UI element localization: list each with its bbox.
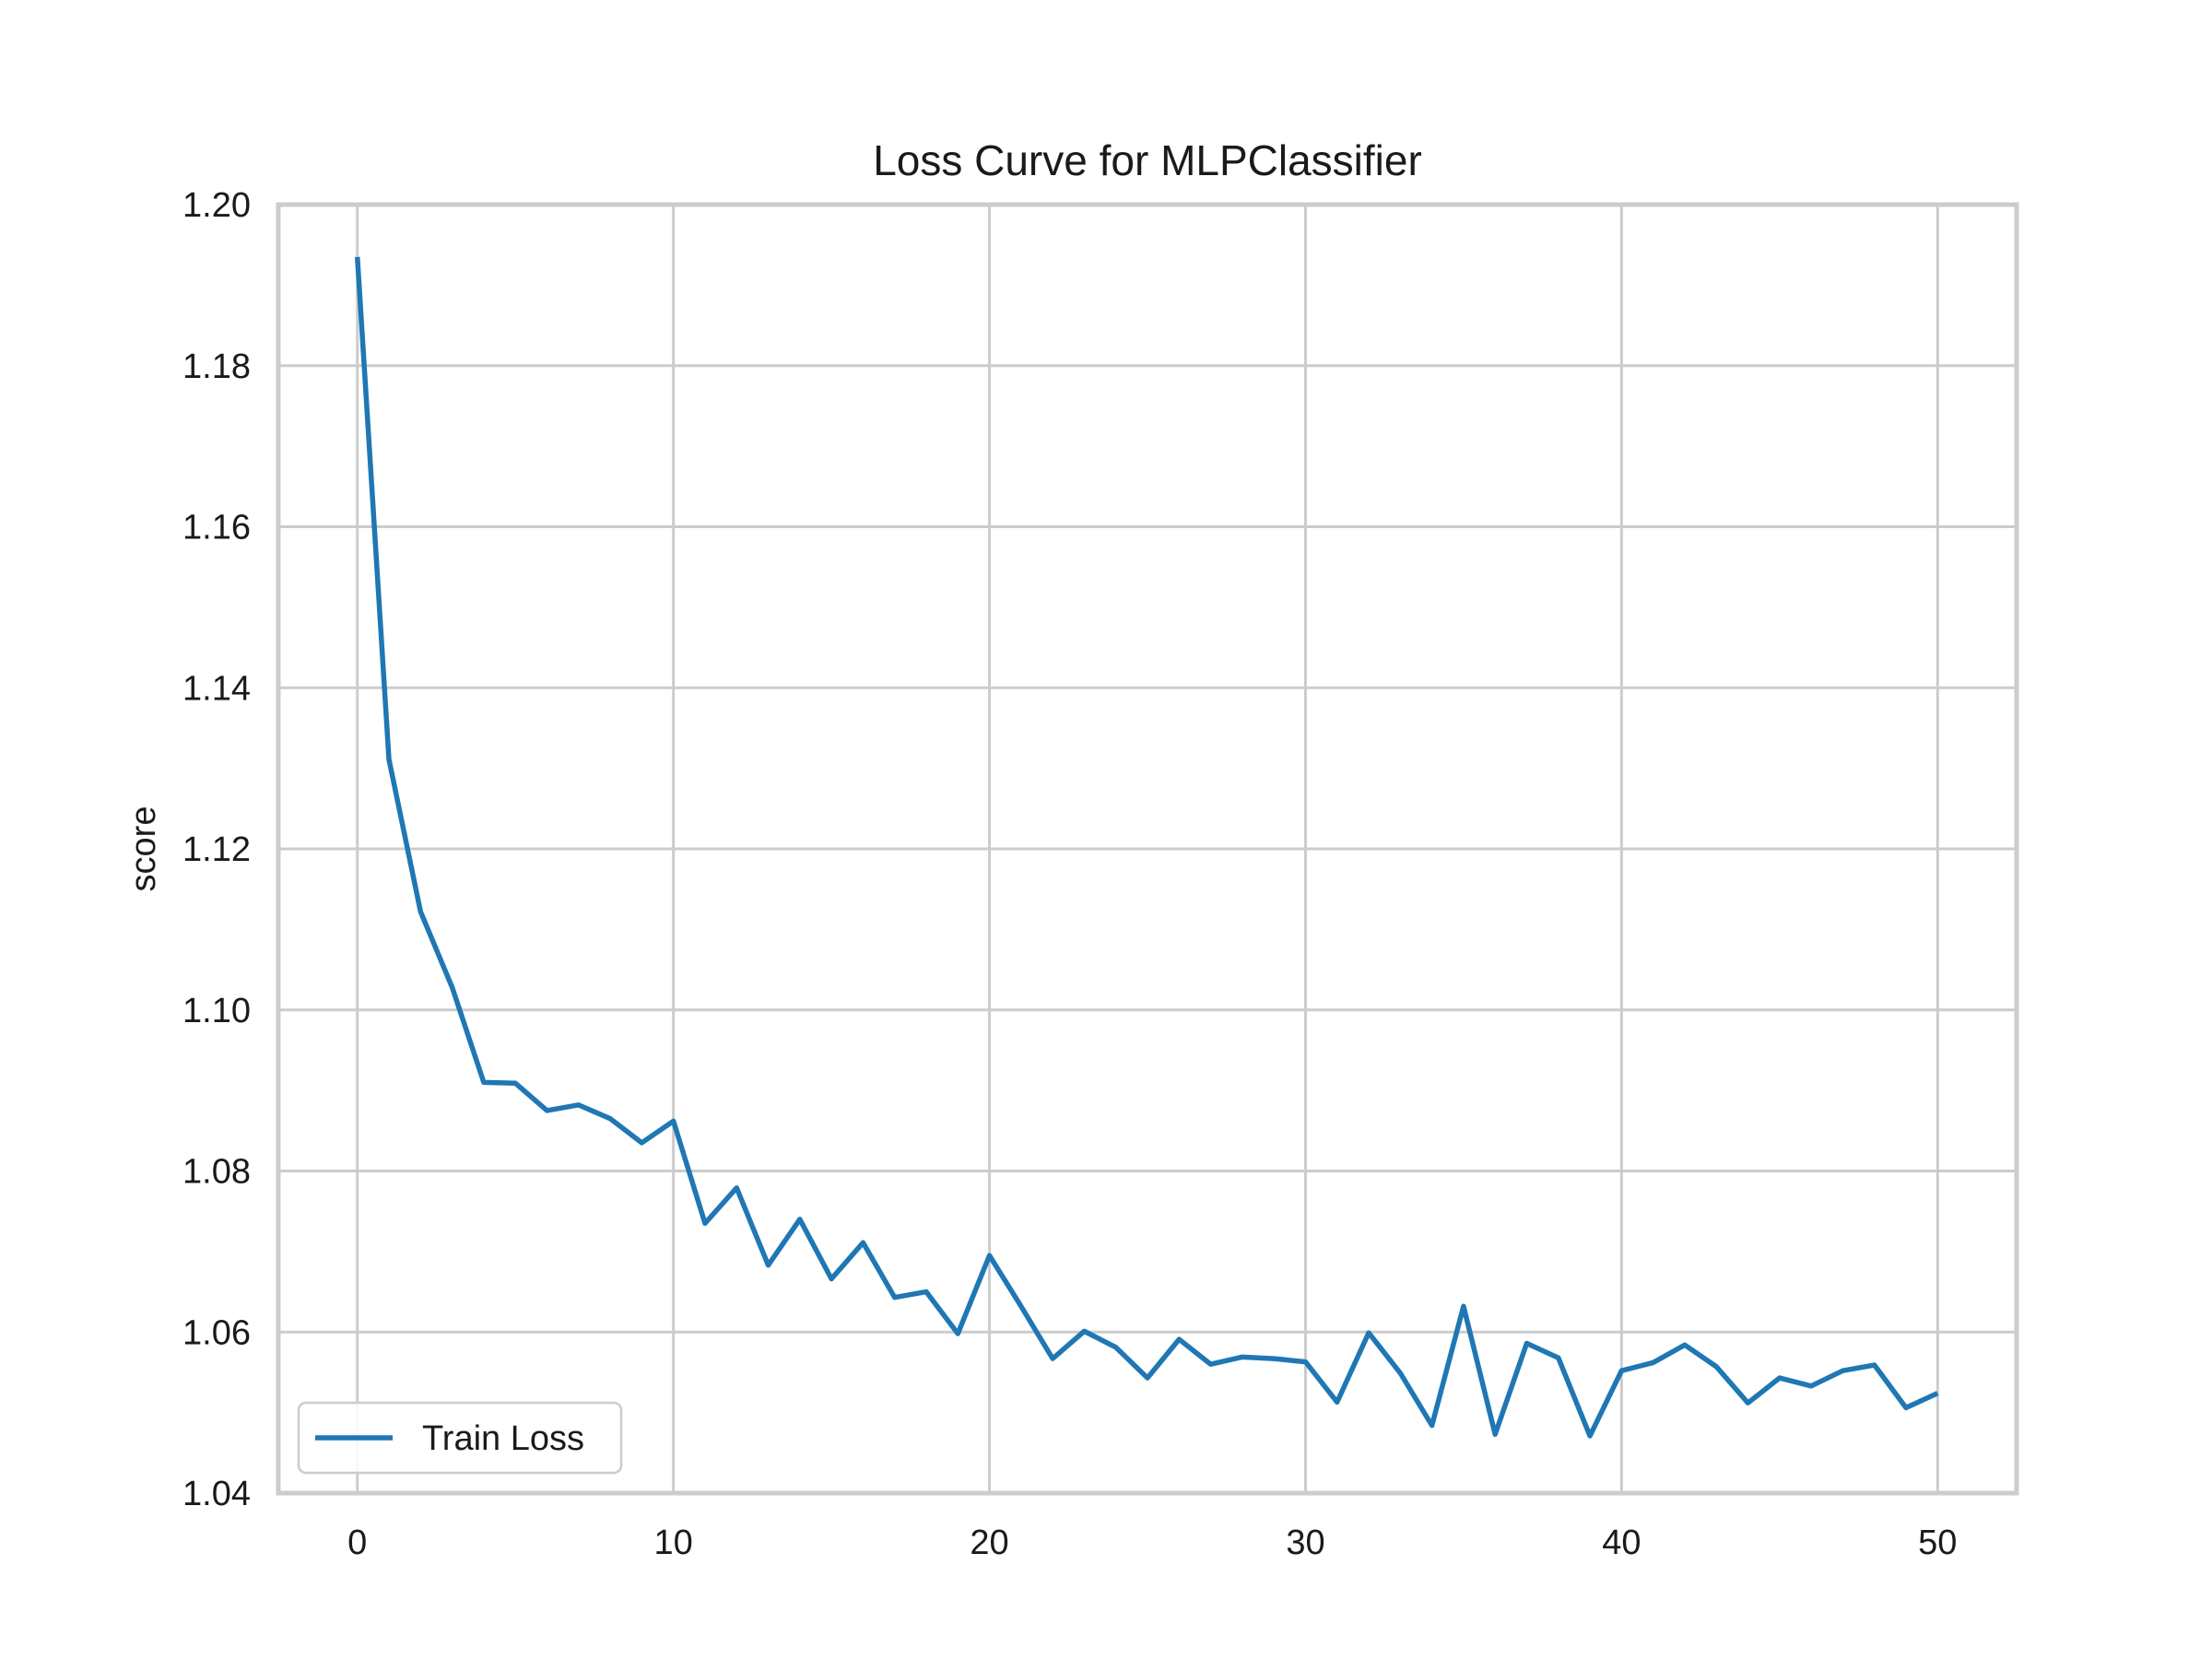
y-tick-label: 1.04 <box>182 1475 251 1513</box>
legend-box <box>297 1401 623 1475</box>
y-tick-label: 1.18 <box>182 347 251 386</box>
x-tick-label: 10 <box>653 1524 692 1562</box>
y-tick-label: 1.10 <box>182 992 251 1030</box>
x-tick-labels: 0 10 20 30 40 50 <box>347 1524 1957 1562</box>
series-layer <box>354 256 1939 1439</box>
y-tick-label: 1.12 <box>182 830 251 869</box>
plot-frame <box>276 202 2019 1496</box>
x-tick-label: 50 <box>1918 1524 1957 1562</box>
y-axis-label: score <box>124 806 163 892</box>
legend: Train Loss <box>297 1401 623 1475</box>
grid <box>278 203 2017 1495</box>
legend-label: Train Loss <box>422 1419 584 1458</box>
y-tick-label: 1.20 <box>182 186 251 225</box>
x-tick-label: 20 <box>970 1524 1008 1562</box>
chart-title: Loss Curve for MLPClassifier <box>873 136 1422 184</box>
y-tick-label: 1.14 <box>182 669 251 708</box>
x-tick-label: 0 <box>347 1524 367 1562</box>
series-line-0 <box>354 256 1939 1439</box>
y-tick-label: 1.16 <box>182 509 251 547</box>
y-tick-label: 1.06 <box>182 1313 251 1352</box>
y-tick-label: 1.08 <box>182 1153 251 1192</box>
x-tick-label: 30 <box>1286 1524 1324 1562</box>
x-tick-label: 40 <box>1602 1524 1641 1562</box>
y-tick-labels: 1.04 1.06 1.08 1.10 1.12 1.14 1.16 1.18 1.20 <box>182 186 251 1513</box>
